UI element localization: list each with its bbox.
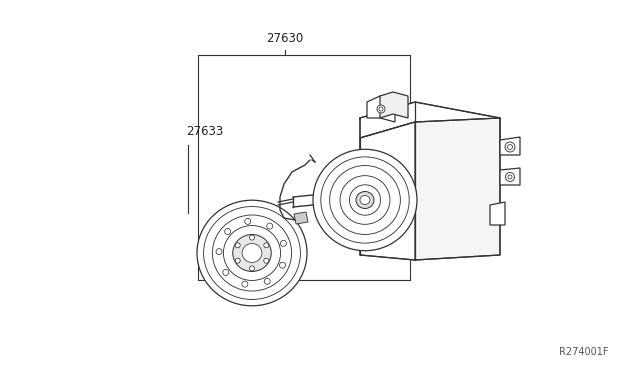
Circle shape [280,262,285,268]
Circle shape [250,266,255,271]
Ellipse shape [360,196,370,205]
Circle shape [236,243,240,248]
Circle shape [244,218,251,224]
Ellipse shape [313,149,417,251]
Circle shape [280,240,287,246]
Circle shape [264,258,269,263]
Polygon shape [367,96,395,122]
Polygon shape [360,122,415,260]
Polygon shape [415,118,500,260]
Circle shape [264,278,270,284]
Polygon shape [500,168,520,185]
Ellipse shape [356,192,374,208]
Polygon shape [490,202,505,225]
Circle shape [236,258,240,263]
Circle shape [267,223,273,229]
Ellipse shape [197,200,307,306]
Circle shape [506,173,515,182]
Circle shape [216,248,222,254]
Circle shape [377,105,385,113]
Ellipse shape [233,234,271,272]
Polygon shape [294,212,308,224]
Text: 27633: 27633 [186,125,223,138]
Text: R274001F: R274001F [559,347,608,357]
Circle shape [242,281,248,287]
Polygon shape [380,92,408,118]
Text: 27630: 27630 [266,32,303,45]
Circle shape [264,243,269,248]
Polygon shape [360,102,500,138]
Ellipse shape [242,244,262,263]
Circle shape [223,269,229,275]
Circle shape [225,228,230,234]
Polygon shape [500,137,520,155]
Circle shape [250,235,255,240]
Circle shape [505,142,515,152]
